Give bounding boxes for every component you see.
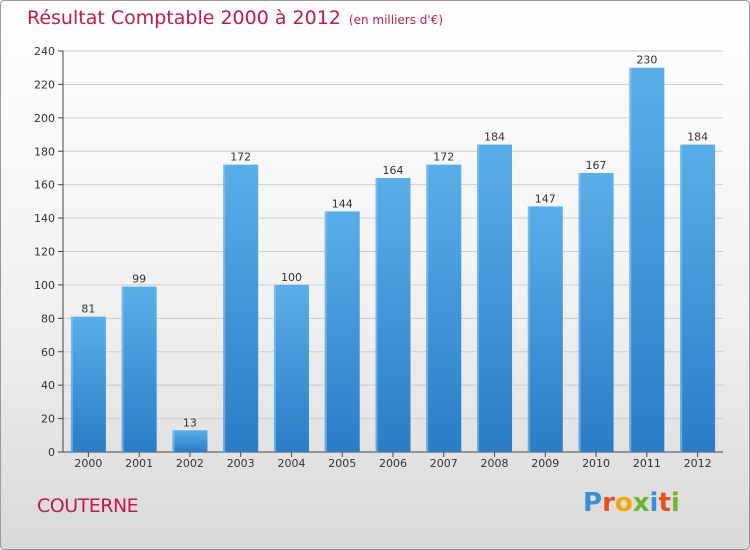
bar-2007 (426, 164, 462, 452)
chart-subtitle: (en milliers d'€) (348, 13, 444, 27)
chart-title: Résultat Comptable 2000 à 2012 (en millie… (27, 7, 443, 29)
y-tick-label: 40 (41, 379, 55, 392)
bar-2004 (273, 284, 309, 452)
data-label-2006: 164 (383, 164, 404, 177)
bar-highlight (426, 164, 429, 452)
logo-letter: r (602, 488, 615, 518)
y-tick-label: 60 (41, 346, 55, 359)
data-label-2002: 13 (183, 416, 197, 429)
bar-highlight (527, 206, 530, 452)
axes: 0 20 40 60 80 100 120 140 160 180 200 220 240 2000 200… (34, 45, 723, 470)
x-tick-label-2007: 2007 (430, 457, 458, 470)
bar-highlight (70, 316, 73, 452)
y-tick-label: 180 (34, 145, 55, 158)
bar-highlight (121, 286, 124, 452)
data-label-2011: 230 (636, 54, 657, 67)
data-label-2003: 172 (230, 151, 251, 164)
x-tick-label-2004: 2004 (277, 457, 305, 470)
x-tick-label-2006: 2006 (379, 457, 407, 470)
x-tick-label-2012: 2012 (684, 457, 712, 470)
bar-highlight (578, 172, 581, 453)
data-label-2010: 167 (586, 159, 607, 172)
bar-2000 (70, 316, 106, 452)
bar-2003 (223, 164, 259, 452)
logo-letter: o (614, 488, 633, 518)
bar-highlight (629, 67, 632, 452)
bar-highlight (477, 144, 480, 453)
logo-letter: t (658, 488, 671, 518)
y-tick-label: 240 (34, 45, 55, 58)
x-tick-label-2002: 2002 (176, 457, 204, 470)
bar-2005 (324, 211, 360, 452)
y-tick-label: 160 (34, 179, 55, 192)
bar-2009 (527, 206, 563, 452)
data-label-2012: 184 (687, 131, 708, 144)
y-tick-label: 0 (48, 446, 55, 459)
bar-2006 (375, 177, 411, 452)
x-tick-label-2000: 2000 (74, 457, 102, 470)
proxiti-logo[interactable]: Proxiti (583, 488, 680, 518)
data-label-2000: 81 (81, 303, 95, 316)
chart-title-text: Résultat Comptable 2000 à 2012 (27, 7, 341, 29)
bar-2002 (172, 430, 208, 452)
logo-letter: i (649, 488, 659, 518)
data-label-2007: 172 (433, 151, 454, 164)
data-label-2005: 144 (332, 197, 353, 210)
y-tick-label: 100 (34, 279, 55, 292)
logo-letter: P (583, 488, 603, 518)
x-tick-label-2008: 2008 (481, 457, 509, 470)
bar-2001 (121, 286, 157, 452)
bar-highlight (172, 430, 175, 452)
bar-highlight (223, 164, 226, 452)
y-tick-label: 140 (34, 212, 55, 225)
y-tick-label: 220 (34, 78, 55, 91)
logo-letter: x (632, 488, 650, 518)
y-tick-label: 20 (41, 413, 55, 426)
y-tick-label: 120 (34, 246, 55, 259)
bar-highlight (324, 211, 327, 452)
x-tick-label-2001: 2001 (125, 457, 153, 470)
data-labels: 81 99 13 172 100 144 164 172 184 147 167 230 184 (81, 54, 708, 430)
bar-2012 (680, 144, 716, 453)
logo-letter: i (670, 488, 680, 518)
bar-highlight (273, 284, 276, 452)
bar-highlight (375, 177, 378, 452)
y-tick-label: 200 (34, 112, 55, 125)
x-tick-label-2005: 2005 (328, 457, 356, 470)
bar-2010 (578, 172, 614, 453)
x-tick-label-2003: 2003 (227, 457, 255, 470)
bar-highlight (680, 144, 683, 453)
bar-2008 (477, 144, 513, 453)
x-tick-label-2010: 2010 (582, 457, 610, 470)
bar-2011 (629, 67, 665, 452)
commune-name: COUTERNE (37, 495, 139, 517)
y-tick-label: 80 (41, 312, 55, 325)
bars (70, 67, 716, 453)
data-label-2008: 184 (484, 131, 505, 144)
data-label-2001: 99 (132, 273, 146, 286)
x-tick-label-2011: 2011 (633, 457, 661, 470)
data-label-2004: 100 (281, 271, 302, 284)
x-tick-label-2009: 2009 (531, 457, 559, 470)
data-label-2009: 147 (535, 192, 556, 205)
